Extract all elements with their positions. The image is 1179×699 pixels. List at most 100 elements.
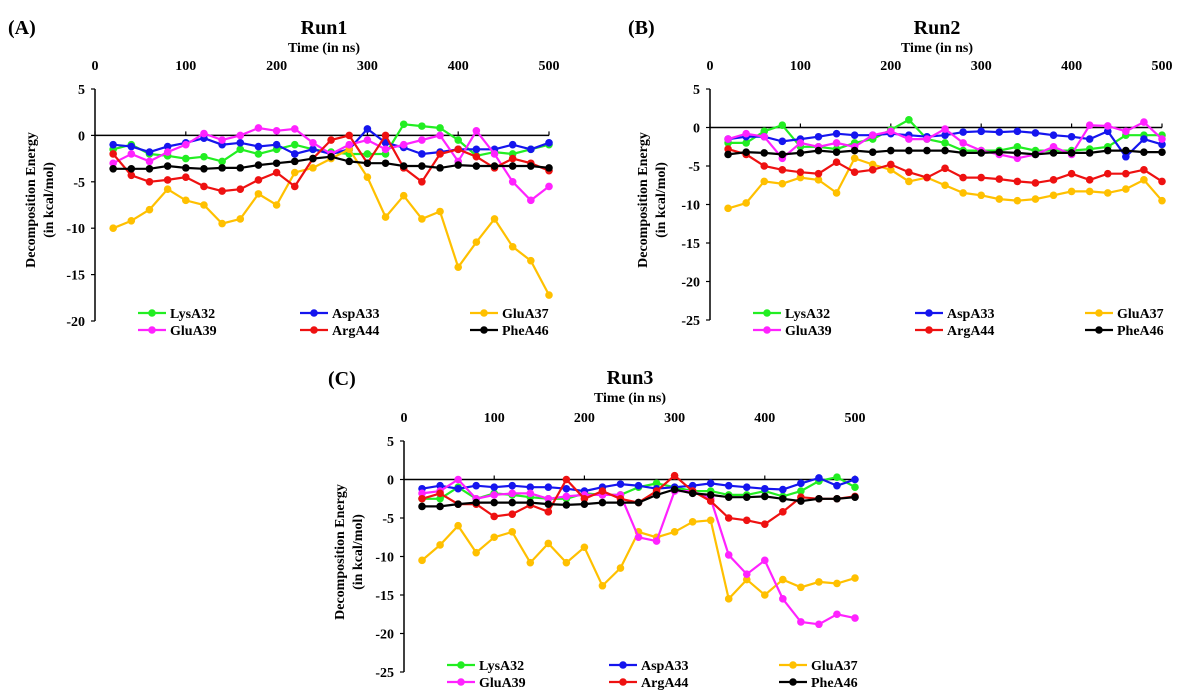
data-point (472, 548, 480, 557)
data-point (742, 516, 751, 525)
data-point (634, 533, 643, 542)
data-point (526, 498, 535, 507)
data-point (905, 135, 913, 143)
x-axis-label: Time (in ns) (288, 41, 360, 56)
legend: LysA32 AspA33 GluA37 GluA39 ArgA44 PheA46 (138, 307, 549, 339)
y-axis-label: Decomposition Energy (24, 132, 39, 268)
data-point (127, 150, 136, 158)
y-tick-label: 5 (693, 83, 700, 98)
data-point (545, 164, 553, 172)
data-point (290, 125, 299, 133)
data-point (436, 150, 444, 158)
data-point (1085, 135, 1094, 143)
data-point (218, 219, 226, 228)
series-AspA33 (418, 474, 859, 495)
data-point (941, 131, 949, 139)
data-point (1122, 169, 1130, 178)
data-point (163, 148, 172, 156)
data-point (1085, 176, 1094, 184)
x-tick-label: 100 (790, 59, 811, 74)
x-tick-label: 100 (175, 59, 196, 74)
legend-item: PheA46 (1085, 324, 1164, 339)
data-point (1013, 149, 1022, 157)
legend-label: ArgA44 (332, 324, 379, 339)
data-point (1049, 176, 1058, 184)
data-point (670, 528, 679, 536)
data-point (995, 128, 1004, 136)
data-point (815, 578, 823, 586)
data-point (797, 487, 805, 495)
legend-item: GluA37 (1085, 307, 1164, 322)
data-point (670, 485, 679, 494)
data-point (1013, 154, 1022, 163)
data-point (1013, 142, 1022, 151)
y-tick-label: -10 (66, 222, 85, 237)
data-point (562, 475, 571, 484)
axis-ticks: 50-5-10-15-200 100 200 300 400 500 (66, 59, 559, 330)
data-point (363, 136, 372, 144)
legend-swatch-marker (925, 309, 933, 317)
data-point (218, 157, 226, 166)
data-point (1031, 150, 1040, 159)
data-point (508, 528, 517, 536)
data-point (436, 131, 444, 140)
data-point (508, 510, 517, 518)
data-point (833, 494, 841, 503)
data-point (399, 162, 408, 170)
data-point (309, 139, 317, 147)
data-point (814, 169, 823, 178)
data-point (923, 135, 931, 143)
data-point (832, 189, 841, 197)
data-point (598, 581, 607, 590)
data-point (418, 556, 426, 565)
data-point (832, 129, 841, 138)
data-point (580, 500, 589, 508)
data-point (182, 154, 190, 163)
data-point (779, 575, 787, 584)
y-tick-label: -20 (66, 315, 85, 330)
data-point (454, 145, 463, 154)
data-point (472, 126, 481, 135)
axis-ticks: 50-5-10-15-20-250 100 200 300 400 500 (681, 59, 1172, 329)
data-point (200, 129, 208, 138)
data-point (1158, 148, 1166, 156)
data-point (1103, 189, 1112, 197)
legend-swatch-marker (619, 661, 627, 669)
data-point (797, 497, 805, 505)
data-point (508, 481, 517, 490)
x-tick-label: 300 (664, 411, 685, 426)
data-point (109, 159, 117, 168)
legend-label: GluA39 (170, 324, 217, 339)
data-point (436, 489, 444, 498)
data-point (851, 483, 859, 492)
data-point (616, 498, 625, 507)
legend-label: LysA32 (170, 307, 215, 322)
data-point (1140, 166, 1148, 174)
data-point (290, 140, 299, 149)
legend-item: ArgA44 (300, 324, 379, 339)
data-point (760, 162, 769, 170)
data-point (418, 150, 426, 158)
data-point (851, 614, 859, 622)
data-point (977, 127, 985, 136)
data-point (742, 493, 751, 502)
data-point (905, 177, 913, 186)
legend-item: GluA39 (138, 324, 217, 339)
data-point (1031, 129, 1040, 137)
data-point (850, 154, 859, 163)
data-point (887, 127, 895, 136)
legend-label: LysA32 (479, 659, 524, 674)
data-point (327, 136, 335, 144)
data-point (544, 483, 553, 492)
data-point (544, 500, 553, 508)
legend-label: ArgA44 (641, 676, 688, 691)
data-point (254, 124, 263, 132)
data-point (472, 145, 481, 154)
data-point (1031, 195, 1040, 203)
legend-item: ArgA44 (915, 324, 994, 339)
data-point (1049, 191, 1058, 200)
data-point (1031, 179, 1040, 187)
data-point (544, 539, 553, 548)
y-tick-label: 0 (78, 129, 85, 144)
data-point (218, 136, 226, 144)
